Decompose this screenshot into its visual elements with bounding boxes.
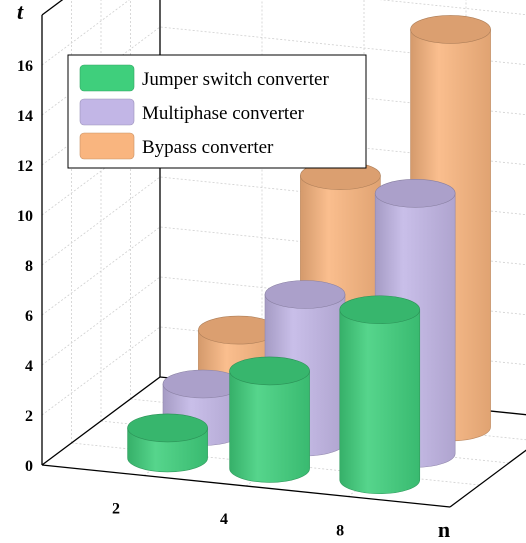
- y-tick-label: 4: [25, 358, 33, 375]
- bar-top: [411, 15, 491, 43]
- y-tick-label: 16: [17, 58, 33, 75]
- bar-side: [230, 371, 310, 483]
- y-tick-label: 6: [25, 308, 33, 325]
- x-axis-title: n: [438, 517, 450, 538]
- x-tick-label: 4: [220, 511, 228, 528]
- y-tick-label: 12: [17, 158, 33, 175]
- bar-top: [128, 414, 208, 442]
- bar-cylinder: [340, 296, 420, 494]
- legend-swatch: [80, 99, 134, 125]
- legend-swatch: [80, 65, 134, 91]
- bar-cylinder: [128, 414, 208, 472]
- bar-side: [340, 310, 420, 494]
- legend-label: Jumper switch converter: [142, 69, 329, 90]
- bar-top: [230, 357, 310, 385]
- y-tick-label: 10: [17, 208, 33, 225]
- legend-label: Multiphase converter: [142, 103, 305, 124]
- bar-top: [375, 179, 455, 207]
- y-tick-label: 8: [25, 258, 33, 275]
- bar-top: [340, 296, 420, 324]
- y-tick-label: 0: [25, 458, 33, 475]
- y-axis-title: t: [17, 0, 24, 24]
- bar-cylinder: [230, 357, 310, 483]
- y-tick-label: 14: [17, 108, 33, 125]
- chart-legend: Jumper switch converter Multiphase conver…: [68, 55, 366, 168]
- bar-top: [265, 281, 345, 309]
- x-tick-label: 2: [112, 501, 120, 518]
- legend-swatch: [80, 133, 134, 159]
- x-tick-label: 8: [336, 522, 344, 538]
- y-tick-label: 2: [25, 408, 33, 425]
- legend-label: Bypass converter: [142, 137, 274, 158]
